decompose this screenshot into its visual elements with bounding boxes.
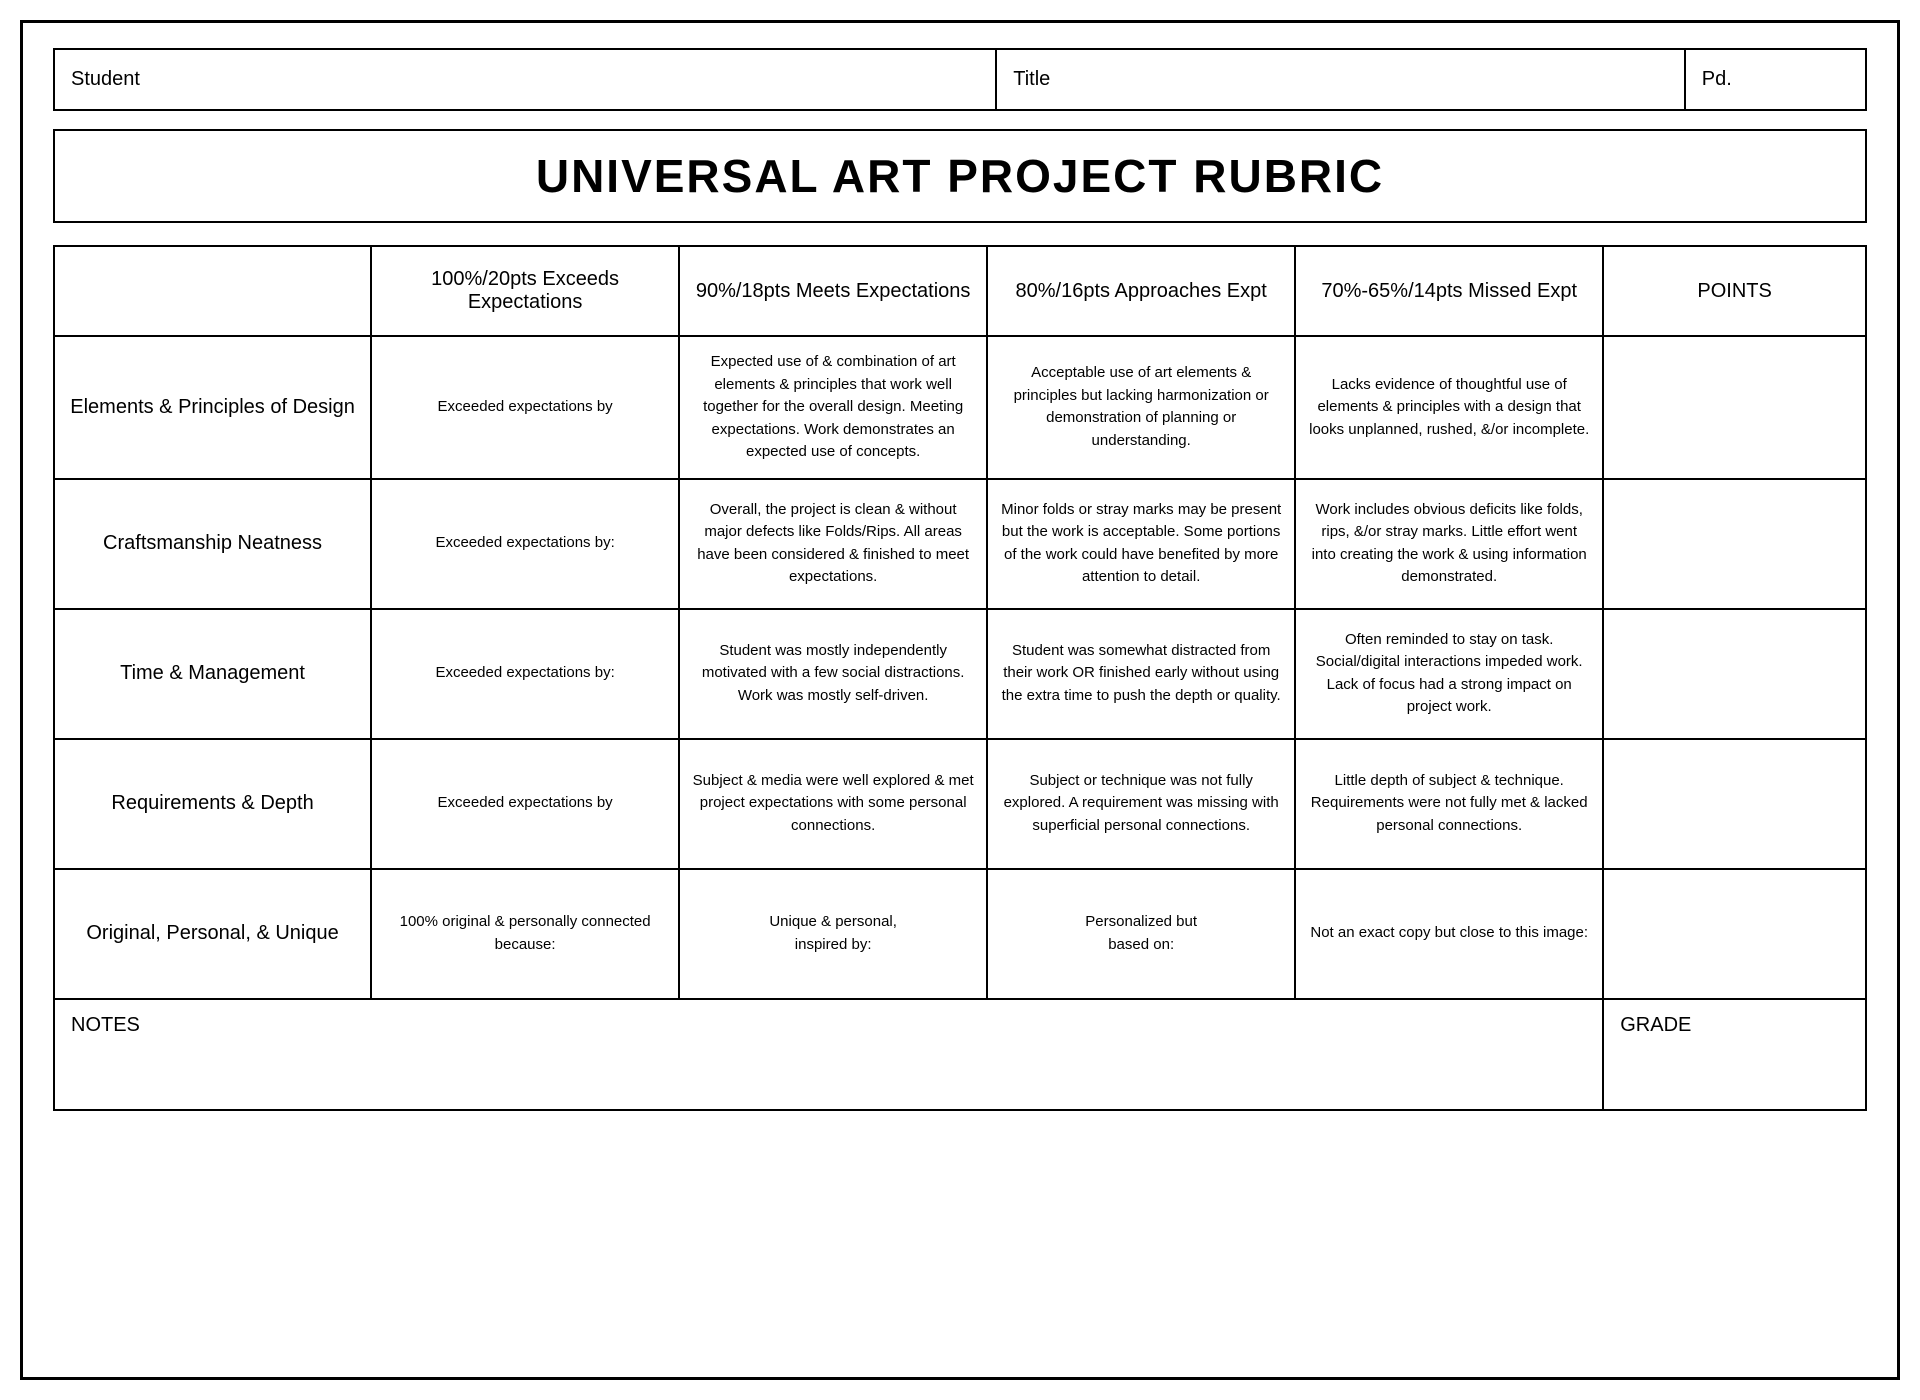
title-box: UNIVERSAL ART PROJECT RUBRIC	[53, 129, 1867, 223]
footer-table: NOTES GRADE	[53, 1000, 1867, 1111]
cell-time-points[interactable]	[1603, 609, 1866, 739]
criteria-elements: Elements & Principles of Design	[54, 336, 371, 479]
cell-time-approaches: Student was somewhat distracted from the…	[987, 609, 1295, 739]
cell-elements-points[interactable]	[1603, 336, 1866, 479]
header-approaches: 80%/16pts Approaches Expt	[987, 246, 1295, 336]
rubric-frame: Student Title Pd. UNIVERSAL ART PROJECT …	[20, 20, 1900, 1380]
cell-requirements-approaches: Subject or technique was not fully explo…	[987, 739, 1295, 869]
header-points: POINTS	[1603, 246, 1866, 336]
cell-time-missed: Often reminded to stay on task. Social/d…	[1295, 609, 1603, 739]
header-missed: 70%-65%/14pts Missed Expt	[1295, 246, 1603, 336]
cell-craftsmanship-meets: Overall, the project is clean & without …	[679, 479, 987, 609]
criteria-craftsmanship: Craftsmanship Neatness	[54, 479, 371, 609]
cell-craftsmanship-exceeds: Exceeded expectations by:	[371, 479, 679, 609]
row-original: Original, Personal, & Unique 100% origin…	[54, 869, 1866, 999]
cell-original-missed: Not an exact copy but close to this imag…	[1295, 869, 1603, 999]
rubric-table: 100%/20pts Exceeds Expectations 90%/18pt…	[53, 245, 1867, 1000]
cell-craftsmanship-approaches: Minor folds or stray marks may be presen…	[987, 479, 1295, 609]
criteria-original: Original, Personal, & Unique	[54, 869, 371, 999]
row-time: Time & Management Exceeded expectations …	[54, 609, 1866, 739]
main-title: UNIVERSAL ART PROJECT RUBRIC	[55, 149, 1865, 203]
cell-elements-exceeds: Exceeded expectations by	[371, 336, 679, 479]
header-exceeds: 100%/20pts Exceeds Expectations	[371, 246, 679, 336]
cell-time-exceeds: Exceeded expectations by:	[371, 609, 679, 739]
cell-original-approaches: Personalized butbased on:	[987, 869, 1295, 999]
cell-elements-meets: Expected use of & combination of art ele…	[679, 336, 987, 479]
cell-elements-missed: Lacks evidence of thoughtful use of elem…	[1295, 336, 1603, 479]
cell-requirements-missed: Little depth of subject & technique. Req…	[1295, 739, 1603, 869]
header-meets: 90%/18pts Meets Expectations	[679, 246, 987, 336]
pd-field[interactable]: Pd.	[1685, 49, 1866, 110]
cell-requirements-meets: Subject & media were well explored & met…	[679, 739, 987, 869]
row-requirements: Requirements & Depth Exceeded expectatio…	[54, 739, 1866, 869]
cell-requirements-exceeds: Exceeded expectations by	[371, 739, 679, 869]
criteria-requirements: Requirements & Depth	[54, 739, 371, 869]
header-row: 100%/20pts Exceeds Expectations 90%/18pt…	[54, 246, 1866, 336]
criteria-time: Time & Management	[54, 609, 371, 739]
cell-original-meets: Unique & personal,inspired by:	[679, 869, 987, 999]
cell-time-meets: Student was mostly independently motivat…	[679, 609, 987, 739]
cell-requirements-points[interactable]	[1603, 739, 1866, 869]
cell-original-points[interactable]	[1603, 869, 1866, 999]
title-field[interactable]: Title	[996, 49, 1685, 110]
cell-original-exceeds: 100% original & personally connected bec…	[371, 869, 679, 999]
notes-field[interactable]: NOTES	[54, 1000, 1603, 1110]
header-table: Student Title Pd.	[53, 48, 1867, 111]
grade-field[interactable]: GRADE	[1603, 1000, 1866, 1110]
cell-craftsmanship-missed: Work includes obvious deficits like fold…	[1295, 479, 1603, 609]
row-craftsmanship: Craftsmanship Neatness Exceeded expectat…	[54, 479, 1866, 609]
cell-craftsmanship-points[interactable]	[1603, 479, 1866, 609]
cell-elements-approaches: Acceptable use of art elements & princip…	[987, 336, 1295, 479]
row-elements: Elements & Principles of Design Exceeded…	[54, 336, 1866, 479]
student-field[interactable]: Student	[54, 49, 996, 110]
header-criteria	[54, 246, 371, 336]
